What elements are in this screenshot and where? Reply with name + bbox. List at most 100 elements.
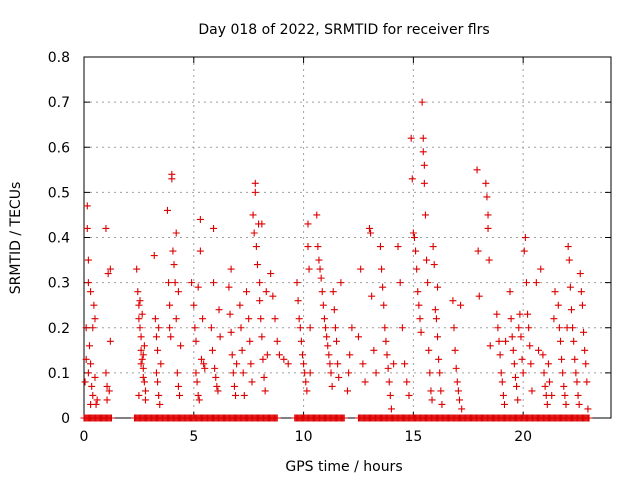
data-point: [506, 288, 514, 296]
data-point: [166, 324, 174, 332]
data-point: [501, 400, 509, 408]
data-point: [486, 342, 494, 350]
data-point: [295, 315, 303, 323]
data-point: [81, 378, 89, 386]
y-tick-label: 0.1: [48, 366, 70, 382]
data-point: [195, 396, 203, 404]
data-point: [417, 328, 425, 336]
data-point: [457, 301, 465, 309]
data-point: [139, 364, 147, 372]
data-point: [452, 364, 460, 372]
data-point: [280, 355, 288, 363]
data-point: [493, 310, 501, 318]
data-point: [152, 333, 160, 341]
data-point: [213, 382, 221, 390]
data-point: [401, 360, 409, 368]
data-point: [413, 265, 421, 273]
data-point: [384, 364, 392, 372]
tick-labels: 0 0.1 0.2 0.3 0.4 0.5 0.6 0.7 0.8 0 5 10 15 20: [48, 50, 532, 445]
data-point: [135, 391, 143, 399]
data-point: [385, 378, 393, 386]
data-point: [434, 333, 442, 341]
data-point: [238, 346, 246, 354]
data-point: [333, 337, 341, 345]
data-point: [325, 351, 333, 359]
data-point: [365, 224, 373, 232]
data-point: [140, 378, 148, 386]
data-point: [165, 279, 173, 287]
data-point: [370, 346, 378, 354]
data-point: [152, 369, 160, 377]
y-tick-label: 0.8: [48, 50, 70, 66]
data-point: [230, 382, 238, 390]
data-point: [398, 324, 406, 332]
data-point: [565, 256, 573, 264]
data-point: [317, 274, 325, 282]
data-point: [519, 369, 527, 377]
data-point: [330, 306, 338, 314]
data-point: [256, 279, 264, 287]
data-point: [90, 301, 98, 309]
y-tick-label: 0.3: [48, 276, 70, 292]
data-point: [520, 247, 528, 255]
data-point: [575, 400, 583, 408]
data-point: [211, 364, 219, 372]
data-point: [382, 337, 390, 345]
data-point: [176, 391, 184, 399]
data-point: [348, 324, 356, 332]
data-point: [190, 301, 198, 309]
data-point: [258, 333, 266, 341]
data-point: [192, 337, 200, 345]
data-point: [550, 315, 558, 323]
data-point: [454, 387, 462, 395]
data-point: [499, 391, 507, 399]
data-point: [320, 315, 328, 323]
data-point: [379, 283, 387, 291]
data-point: [193, 378, 201, 386]
x-tick-label: 10: [295, 429, 313, 445]
data-point: [226, 310, 234, 318]
data-point: [580, 328, 588, 336]
data-point: [357, 265, 365, 273]
data-point: [214, 387, 222, 395]
data-point: [420, 179, 428, 187]
data-point: [566, 283, 574, 291]
data-point: [451, 346, 459, 354]
data-point: [513, 382, 521, 390]
data-point: [418, 98, 426, 106]
data-point: [267, 270, 275, 278]
data-point: [335, 373, 343, 381]
data-point: [196, 247, 204, 255]
data-point: [527, 360, 535, 368]
data-point: [416, 315, 424, 323]
data-point: [104, 270, 112, 278]
data-point: [134, 288, 142, 296]
data-point: [569, 324, 577, 332]
data-point: [396, 279, 404, 287]
data-point: [453, 378, 461, 386]
data-point: [227, 265, 235, 273]
data-point: [136, 324, 144, 332]
data-point: [253, 261, 261, 269]
data-point: [208, 346, 216, 354]
data-point: [427, 387, 435, 395]
data-point: [378, 265, 386, 273]
data-point: [544, 360, 552, 368]
data-point: [516, 310, 524, 318]
data-point: [482, 179, 490, 187]
data-point: [259, 355, 267, 363]
data-point: [327, 369, 335, 377]
data-point: [535, 346, 543, 354]
data-point: [247, 360, 255, 368]
data-point: [261, 387, 269, 395]
data-point: [83, 202, 91, 210]
data-point: [431, 306, 439, 314]
data-point: [383, 351, 391, 359]
data-point: [386, 391, 394, 399]
data-point: [166, 301, 174, 309]
data-point: [212, 373, 220, 381]
data-point: [135, 315, 143, 323]
data-point: [199, 315, 207, 323]
data-point: [200, 360, 208, 368]
x-axis-label: GPS time / hours: [285, 459, 402, 475]
